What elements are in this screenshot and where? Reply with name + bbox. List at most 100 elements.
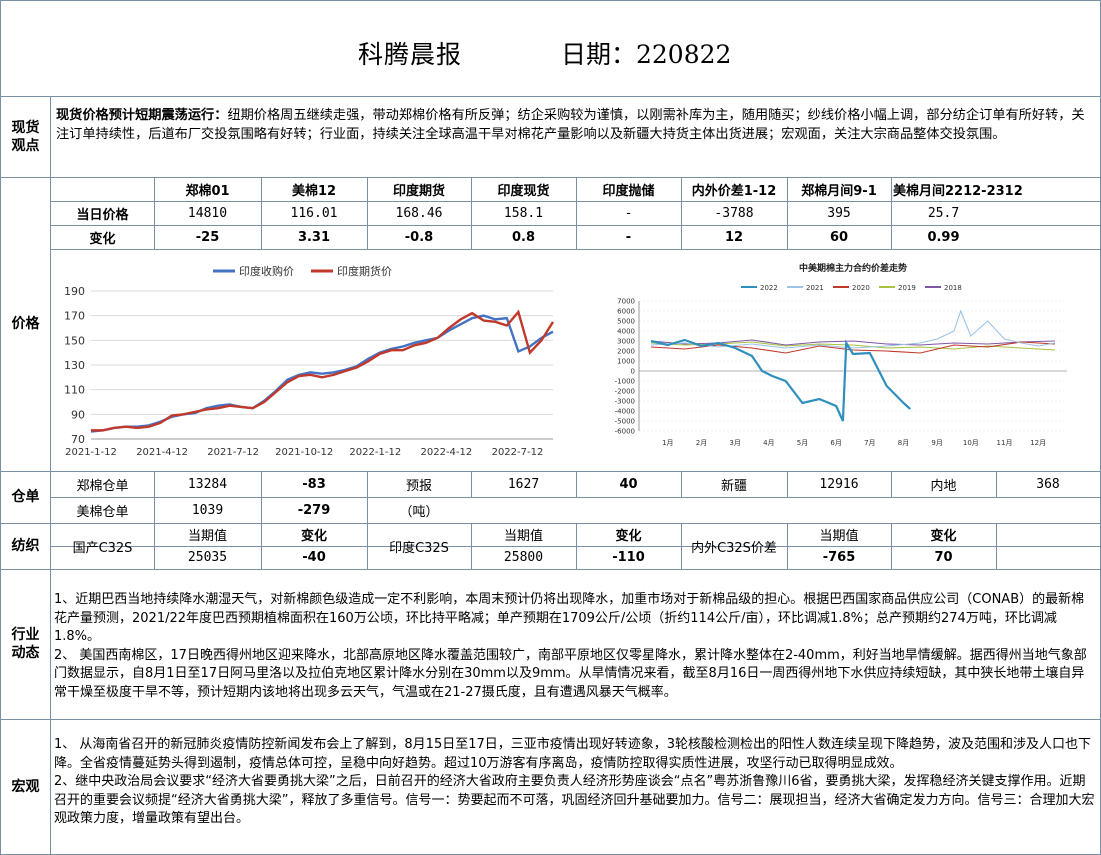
section-label-industry: 行业 动态 [1,569,51,719]
section-label-spot: 现货 观点 [1,97,51,177]
x-tick-label: 6月 [830,439,841,447]
x-tick-label: 11月 [997,439,1013,447]
us-warehouse-value: 1039 [191,502,224,518]
x-tick-label: 2021-7-12 [207,447,259,458]
x-tick-label: 2022-7-12 [492,447,544,458]
x-tick-label: 2021-4-12 [136,447,188,458]
row-label-change: 变化 [89,231,116,247]
chart-title: 中美期棉主力合约价差走势 [799,262,907,274]
report-title: 科腾晨报 [358,40,463,69]
change-cell: 12 [724,229,744,245]
industry-news: 1、近期巴西当地持续降水潮湿天气，对新棉颜色级造成一定不利影响，本周末预计仍将出… [54,591,1097,702]
price-cell: 116.01 [290,205,338,221]
y-tick-label: 110 [64,384,85,397]
y-tick-label: 2000 [617,348,635,356]
inland-label: 内地 [930,478,957,494]
row-label-today: 当日价格 [76,207,129,223]
price-cell: 14810 [187,205,228,221]
x-tick-label: 7月 [864,439,875,447]
x-tick-label: 10月 [963,439,979,447]
domestic-c32s-change: -40 [302,550,326,565]
x-tick-label: 5月 [797,439,808,447]
zz-warehouse-change: -83 [302,476,326,492]
section-label-price: 价格 [1,177,51,471]
india-c32s-label: 印度C32S [389,540,449,556]
section-label-macro: 宏观 [1,719,51,854]
change-cell: 3.31 [297,229,331,245]
x-tick-label: 8月 [898,439,909,447]
price-header: 印度期货 [392,183,445,199]
y-tick-label: 0 [631,368,635,376]
zz-warehouse-value: 13284 [187,476,228,492]
macro-paragraph-2: 2、继中央政治局会议要求“经济大省要勇挑大梁”之后，日前召开的经济大省政府主要负… [54,774,1095,826]
spread-c32s-change: 70 [934,550,953,565]
y-tick-label: 7000 [617,298,635,306]
current-header: 当期值 [503,529,543,544]
y-tick-label: -1000 [615,378,635,386]
price-cell: -3788 [714,205,754,221]
legend-label: 2018 [944,284,962,292]
domestic-c32s-label: 国产C32S [72,540,133,556]
zz-warehouse-label: 郑棉仓单 [76,478,129,494]
current-header: 当期值 [819,529,859,544]
y-tick-label: -3000 [615,398,635,406]
summary-lead: 现货价格预计短期震荡运行： [56,108,228,123]
y-tick-label: 70 [71,433,85,446]
forecast-change: 40 [619,476,638,492]
y-tick-label: -5000 [615,418,635,426]
price-header: 印度抛储 [602,183,655,199]
change-cell: -0.8 [404,229,434,245]
x-tick-label: 1月 [662,439,673,447]
price-header: 内外价差1-12 [691,183,777,199]
series-line [91,309,555,432]
india-c32s-value: 25800 [503,550,544,565]
spot-summary: 现货价格预计短期震荡运行：纽期价格周五继续走强，带动郑棉价格有所反弹；纺企采购较… [56,106,1096,144]
price-cell: - [624,205,633,221]
change-header: 变化 [930,529,957,544]
change-header: 变化 [300,529,327,544]
series-line [650,341,1056,354]
y-tick-label: 130 [64,359,85,372]
price-cell: 168.46 [395,205,443,221]
price-header: 美棉12 [291,183,337,199]
industry-paragraph-2: 2、 美国西南棉区，17日晚西得州地区迎来降水，北部高原地区降水覆盖范围较广，南… [54,647,1087,700]
price-cell: 395 [827,205,851,221]
y-tick-label: 90 [71,408,85,421]
change-cell: 60 [829,229,849,245]
x-tick-label: 2022-1-12 [349,447,401,458]
forecast-label: 预报 [405,478,432,494]
report-date: 日期：220822 [561,40,732,69]
x-tick-label: 9月 [931,439,942,447]
y-tick-label: -6000 [615,428,635,436]
y-tick-label: 4000 [617,328,635,336]
price-header: 美棉月间2212-2312 [893,183,1023,199]
y-tick-label: 6000 [617,308,635,316]
legend-label: 印度收购价 [239,264,294,278]
current-header: 当期值 [187,529,227,544]
y-tick-label: 170 [64,310,85,323]
y-tick-label: 190 [64,285,85,298]
legend-label: 2020 [852,284,870,292]
x-tick-label: 2021-10-12 [275,447,333,458]
price-header: 郑棉01 [185,183,230,199]
y-tick-label: 1000 [617,358,635,366]
legend-label: 2019 [898,284,916,292]
india-c32s-change: -110 [612,550,645,565]
xinjiang-value: 12916 [819,476,859,492]
change-cell: 0.8 [511,229,536,245]
y-tick-label: -2000 [615,388,635,396]
change-header: 变化 [615,529,642,544]
macro-paragraph-1: 1、 从海南省召开的新冠肺炎疫情防控新闻发布会上了解到，8月15日至17日，三亚… [54,737,1092,771]
y-tick-label: 3000 [617,338,635,346]
us-warehouse-change: -279 [297,502,331,518]
y-tick-label: 5000 [617,318,635,326]
domestic-c32s-value: 25035 [187,550,228,565]
cn-us-spread-chart: 中美期棉主力合约价差走势 2022 2021 2020 2019 2018 7000 6000… [615,262,1067,447]
title-row: 科腾晨报 日期：220822 [1,1,1100,97]
summary-body: 纽期价格周五继续走强，带动郑棉价格有所反弹；纺企采购较为谨慎，以刚需补库为主，随… [56,108,1085,142]
price-header: 印度现货 [497,183,550,199]
y-tick-label: 150 [64,334,85,347]
legend-label: 2022 [760,284,778,292]
x-tick-label: 4月 [763,439,774,447]
